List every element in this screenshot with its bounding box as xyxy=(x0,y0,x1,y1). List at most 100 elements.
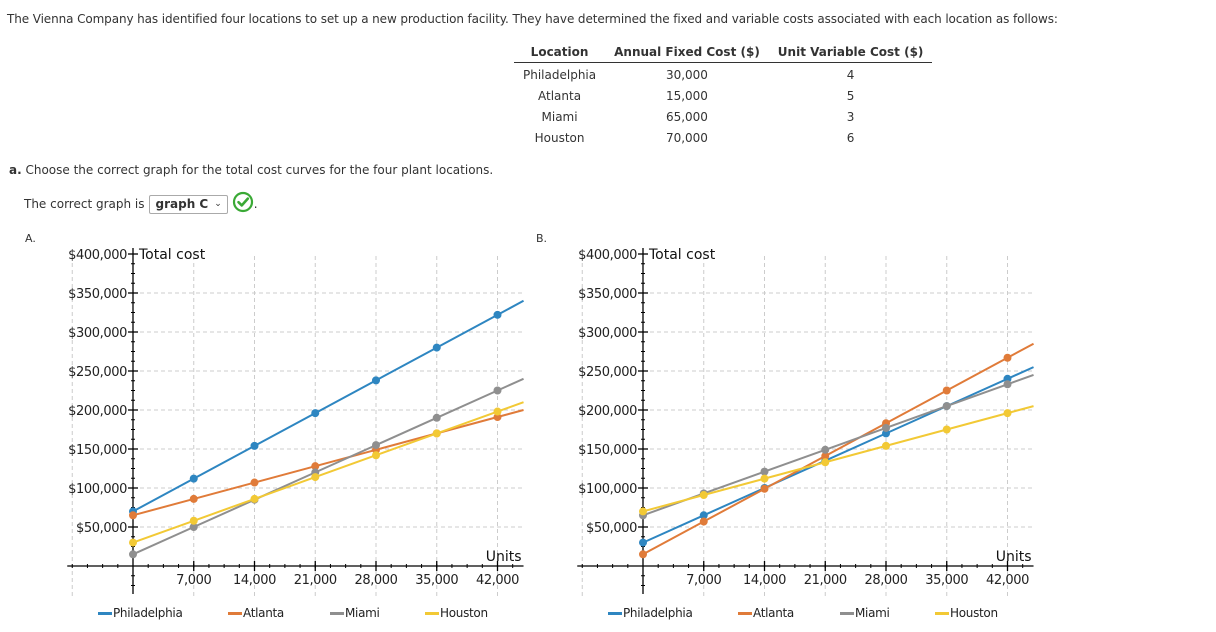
x-tick-label: 28,000 xyxy=(354,573,397,588)
legend-swatch-atlanta xyxy=(228,611,242,615)
data-point-miami xyxy=(432,413,441,422)
graph-select-dropdown[interactable]: graph C ⌄ xyxy=(148,194,228,214)
answer-prefix: The correct graph is xyxy=(24,197,145,211)
data-point-miami xyxy=(493,386,502,395)
series-line-houston xyxy=(132,401,524,544)
data-point-houston xyxy=(699,491,708,500)
series-houston xyxy=(129,401,524,547)
y-tick-label: $50,000 xyxy=(586,521,637,536)
y-tick-label: $250,000 xyxy=(578,365,637,380)
y-tick-label: $150,000 xyxy=(68,443,127,458)
x-tick-label: 7,000 xyxy=(686,573,721,588)
legend-label: Atlanta xyxy=(243,606,284,620)
series-philadelphia xyxy=(639,366,1034,547)
data-point-miami xyxy=(760,467,769,476)
data-point-atlanta xyxy=(760,484,769,493)
legend-item-philadelphia: Philadelphia xyxy=(98,606,183,620)
table-header-row: Location Annual Fixed Cost ($) Unit Vari… xyxy=(514,44,933,63)
data-point-philadelphia xyxy=(493,310,502,319)
chart-b: $50,000 $100,000 $150,000 $200,000 $250,000 $… xyxy=(577,247,1035,596)
data-point-houston xyxy=(372,451,380,460)
data-point-houston xyxy=(432,429,441,438)
data-point-atlanta xyxy=(250,478,259,487)
cost-table: Location Annual Fixed Cost ($) Unit Vari… xyxy=(514,44,933,147)
data-point-houston xyxy=(942,425,951,434)
chart-a: $50,000 $100,000 $150,000 $200,000 $250,000 $… xyxy=(67,247,525,596)
y-tick-label: $100,000 xyxy=(578,482,637,497)
data-point-philadelphia xyxy=(432,343,441,352)
cell-fixed-cost: 30,000 xyxy=(665,67,708,82)
data-point-atlanta xyxy=(639,550,647,559)
series-houston xyxy=(639,405,1034,516)
legend-swatch-houston xyxy=(425,611,439,615)
series-atlanta xyxy=(129,409,524,520)
data-point-philadelphia xyxy=(189,474,198,483)
data-point-houston xyxy=(250,494,259,503)
data-point-houston xyxy=(129,538,137,547)
table-row: Philadelphia 30,000 4 xyxy=(514,63,932,85)
series-atlanta xyxy=(639,342,1035,559)
x-tick-label: 14,000 xyxy=(743,573,786,588)
data-point-atlanta xyxy=(1003,353,1012,362)
chevron-down-icon: ⌄ xyxy=(214,199,222,209)
y-tick-label: $200,000 xyxy=(68,404,127,419)
data-point-atlanta xyxy=(311,462,320,471)
y-tick-label: $300,000 xyxy=(578,326,637,341)
data-point-philadelphia xyxy=(699,511,708,520)
table-row: Atlanta 15,000 5 xyxy=(514,84,932,105)
series-line-houston xyxy=(642,405,1034,513)
legend-swatch-miami xyxy=(840,611,854,615)
graph-b-label: B. xyxy=(536,232,548,245)
y-axis-title: Total cost xyxy=(648,247,716,263)
x-tick-label: 42,000 xyxy=(986,573,1029,588)
cell-location: Miami xyxy=(541,109,578,124)
x-tick-label: 21,000 xyxy=(804,573,847,588)
legend-item-miami: Miami xyxy=(330,606,380,620)
cell-fixed-cost: 70,000 xyxy=(665,130,708,145)
graph-a-label: A. xyxy=(25,232,36,245)
question-prefix: a. xyxy=(9,163,22,177)
question-a: a. Choose the correct graph for the tota… xyxy=(9,163,493,177)
question-text: Choose the correct graph for the total c… xyxy=(25,163,494,177)
cell-fixed-cost: 15,000 xyxy=(665,88,708,103)
y-tick-label: $350,000 xyxy=(68,287,127,302)
header-fixed-cost: Annual Fixed Cost ($) xyxy=(605,44,769,63)
grid xyxy=(581,256,1034,596)
y-tick-label: $250,000 xyxy=(68,365,127,380)
series-line-philadelphia xyxy=(132,299,525,513)
series-miami xyxy=(129,377,524,559)
answer-suffix: . xyxy=(253,197,258,211)
y-tick-label: $200,000 xyxy=(578,404,637,419)
correct-check-icon xyxy=(232,191,253,213)
data-point-miami xyxy=(1003,380,1012,389)
legend-label: Philadelphia xyxy=(623,606,693,620)
data-point-houston xyxy=(639,507,647,516)
legend-item-houston: Houston xyxy=(425,606,488,620)
data-point-houston xyxy=(311,473,320,482)
cell-variable-cost: 5 xyxy=(846,88,855,103)
table-row: Houston 70,000 6 xyxy=(514,126,932,147)
legend-item-miami: Miami xyxy=(840,606,890,620)
y-tick-label: $400,000 xyxy=(68,248,127,263)
header-variable-cost: Unit Variable Cost ($) xyxy=(768,44,933,63)
cell-location: Atlanta xyxy=(538,88,582,103)
data-point-houston xyxy=(1003,409,1012,418)
cell-variable-cost: 4 xyxy=(846,67,855,82)
legend-label: Miami xyxy=(345,606,380,620)
data-point-miami xyxy=(372,441,380,450)
data-point-philadelphia xyxy=(639,538,647,547)
data-point-atlanta xyxy=(699,517,708,526)
data-point-atlanta xyxy=(189,494,198,503)
legend-swatch-houston xyxy=(935,611,949,615)
series-line-philadelphia xyxy=(642,366,1034,544)
legend-swatch-philadelphia xyxy=(98,611,112,615)
x-tick-label: 28,000 xyxy=(864,573,907,588)
data-point-philadelphia xyxy=(372,376,380,385)
legend-item-atlanta: Atlanta xyxy=(228,606,284,620)
series-line-miami xyxy=(642,373,1034,517)
grid xyxy=(71,256,524,596)
cell-variable-cost: 3 xyxy=(846,109,855,124)
legend-label: Miami xyxy=(855,606,890,620)
data-point-atlanta xyxy=(821,452,830,461)
y-tick-label: $100,000 xyxy=(68,482,127,497)
